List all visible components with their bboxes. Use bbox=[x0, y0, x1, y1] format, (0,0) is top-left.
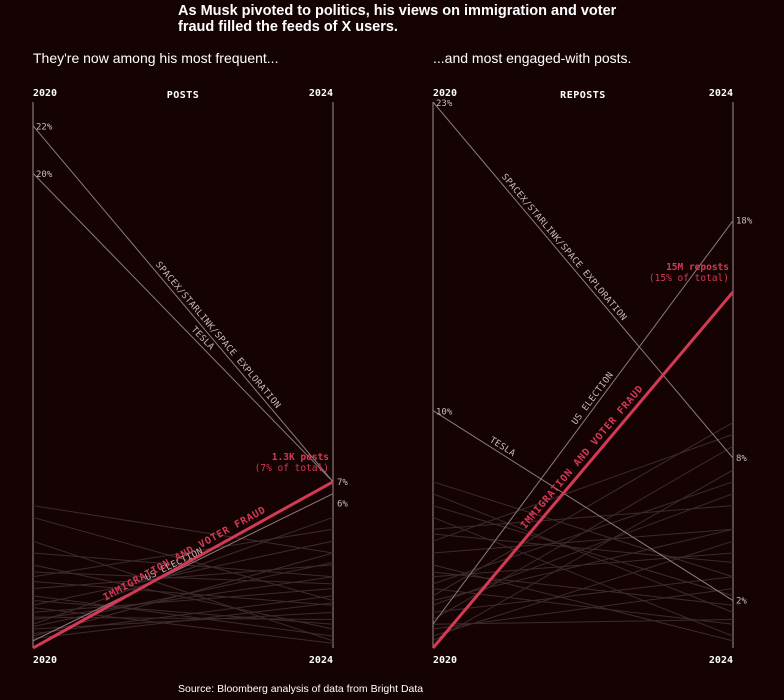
reposts-panel-title: REPOSTS bbox=[560, 90, 606, 101]
reposts-other-series-line-11 bbox=[432, 516, 734, 637]
posts-other-series-line-21 bbox=[32, 602, 334, 640]
reposts-end-label-2: 2% bbox=[736, 597, 747, 607]
posts-other-series-line-16 bbox=[32, 581, 334, 606]
posts-other-series-line-18 bbox=[32, 607, 334, 644]
posts-series-label-0: SPACEX/STARLINK/SPACE EXPLORATION bbox=[153, 260, 282, 411]
reposts-annotation-line-1: (15% of total) bbox=[649, 273, 729, 284]
reposts-start-label-2: 10% bbox=[436, 408, 453, 418]
posts-series-label-3: IMMIGRATION AND VOTER FRAUD bbox=[102, 505, 268, 604]
reposts-series-line-3 bbox=[431, 290, 735, 649]
reposts-other-series-line-12 bbox=[432, 528, 734, 554]
reposts-other-series-line-7 bbox=[432, 528, 734, 602]
posts-year-bottom-end: 2024 bbox=[309, 655, 333, 666]
reposts-other-series-line-16 bbox=[432, 505, 734, 597]
posts-other-series-line-19 bbox=[32, 562, 334, 628]
reposts-other-series-line-17 bbox=[432, 422, 734, 597]
posts-other-series-line-8 bbox=[32, 516, 334, 625]
reposts-other-series-line-0 bbox=[432, 481, 734, 578]
posts-other-series-line-5 bbox=[32, 540, 334, 606]
posts-other-series-line-4 bbox=[32, 600, 334, 625]
posts-series-line-0 bbox=[32, 125, 334, 483]
posts-annotation-line-0: 1.3K posts bbox=[272, 452, 329, 463]
reposts-end-label-0: 8% bbox=[736, 454, 747, 464]
reposts-start-label-0: 23% bbox=[436, 99, 453, 109]
posts-other-series-line-17 bbox=[32, 540, 334, 642]
reposts-year-bottom-end: 2024 bbox=[709, 655, 733, 666]
posts-end-label-2: 6% bbox=[337, 500, 348, 510]
reposts-other-series-line-8 bbox=[432, 576, 734, 613]
posts-other-series-line-7 bbox=[32, 576, 334, 621]
reposts-other-series-line-20 bbox=[432, 533, 734, 564]
posts-other-series-line-14 bbox=[32, 616, 334, 621]
reposts-other-series-line-21 bbox=[432, 619, 734, 625]
reposts-series-label-0: SPACEX/STARLINK/SPACE EXPLORATION bbox=[499, 172, 628, 323]
reposts-other-series-line-1 bbox=[432, 493, 734, 613]
reposts-year-top-start: 2020 bbox=[433, 88, 457, 99]
posts-end-label-0: 7% bbox=[337, 478, 348, 488]
left-panel-subtitle: They're now among his most frequent... bbox=[33, 50, 279, 66]
reposts-other-series-line-2 bbox=[432, 505, 734, 530]
posts-other-series-line-1 bbox=[32, 516, 334, 602]
posts-series-line-2 bbox=[32, 493, 334, 642]
posts-series-line-3 bbox=[32, 480, 334, 650]
posts-start-label-1: 20% bbox=[36, 170, 53, 180]
source-note: Source: Bloomberg analysis of data from … bbox=[178, 683, 424, 695]
posts-year-top-end: 2024 bbox=[309, 88, 333, 99]
reposts-year-top-end: 2024 bbox=[709, 88, 733, 99]
posts-other-series-line-11 bbox=[32, 564, 334, 630]
posts-other-series-line-2 bbox=[32, 528, 334, 578]
right-panel-subtitle: ...and most engaged-with posts. bbox=[433, 50, 632, 66]
reposts-annotation-line-0: 15M reposts bbox=[666, 262, 729, 273]
reposts-end-label-1: 18% bbox=[736, 217, 753, 227]
reposts-other-series-line-10 bbox=[432, 588, 734, 630]
reposts-series-line-2 bbox=[432, 410, 734, 601]
reposts-year-bottom-start: 2020 bbox=[433, 655, 457, 666]
posts-other-series-line-6 bbox=[32, 588, 334, 613]
posts-series-line-1 bbox=[32, 172, 334, 483]
posts-annotation-line-1: (7% of total) bbox=[255, 463, 329, 474]
reposts-other-series-line-18 bbox=[432, 571, 734, 606]
posts-start-label-0: 22% bbox=[36, 123, 53, 133]
posts-other-series-line-3 bbox=[32, 564, 334, 590]
reposts-series-line-0 bbox=[432, 101, 734, 459]
headline-line-1: As Musk pivoted to politics, his views o… bbox=[178, 3, 617, 19]
posts-year-top-start: 2020 bbox=[33, 88, 57, 99]
headline-line-2: fraud filled the feeds of X users. bbox=[178, 19, 398, 35]
posts-other-series-line-13 bbox=[32, 595, 334, 637]
posts-other-series-line-20 bbox=[32, 571, 334, 585]
posts-other-series-line-0 bbox=[32, 505, 334, 554]
reposts-other-series-line-3 bbox=[432, 433, 734, 542]
posts-other-series-line-15 bbox=[32, 595, 334, 635]
reposts-other-series-line-6 bbox=[432, 588, 734, 625]
reposts-series-line-1 bbox=[432, 220, 734, 625]
posts-year-bottom-start: 2020 bbox=[33, 655, 57, 666]
reposts-other-series-line-19 bbox=[432, 469, 734, 642]
posts-panel-title: POSTS bbox=[167, 90, 200, 101]
